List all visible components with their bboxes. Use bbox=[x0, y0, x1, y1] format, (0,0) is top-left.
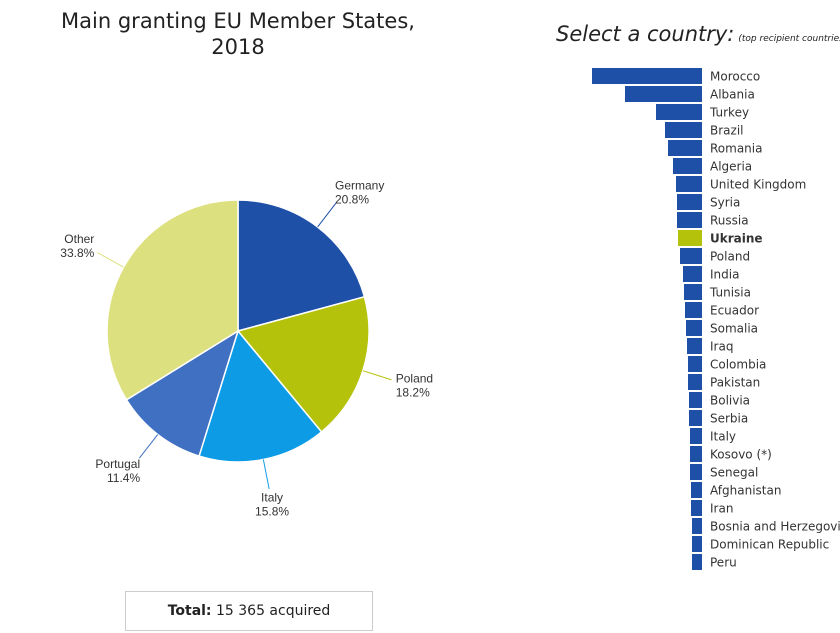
country-label[interactable]: Algeria bbox=[710, 160, 752, 174]
bar bbox=[676, 176, 702, 192]
bar bbox=[686, 320, 702, 336]
slice-value-label: 15.8% bbox=[255, 505, 289, 519]
country-label[interactable]: Syria bbox=[710, 196, 740, 210]
leader-line bbox=[362, 370, 392, 381]
bar bbox=[665, 122, 702, 138]
pie-title: Main granting EU Member States, 2018 bbox=[61, 9, 415, 59]
country-label[interactable]: Turkey bbox=[709, 106, 749, 120]
bar bbox=[690, 428, 702, 444]
bar bbox=[688, 356, 702, 372]
country-label[interactable]: Pakistan bbox=[710, 376, 760, 390]
country-label[interactable]: Morocco bbox=[710, 70, 760, 84]
selector-header: Select a country: (top recipient countrie… bbox=[556, 22, 840, 46]
country-label[interactable]: Serbia bbox=[710, 412, 748, 426]
bar bbox=[684, 284, 702, 300]
bar bbox=[677, 212, 702, 228]
country-label[interactable]: Afghanistan bbox=[710, 484, 781, 498]
country-label[interactable]: Tunisia bbox=[709, 286, 751, 300]
country-label[interactable]: Albania bbox=[710, 88, 755, 102]
country-label[interactable]: Peru bbox=[710, 556, 737, 570]
country-label[interactable]: Iran bbox=[710, 502, 733, 516]
slice-label: Poland bbox=[396, 371, 433, 385]
country-label[interactable]: Romania bbox=[710, 142, 762, 156]
country-label[interactable]: Italy bbox=[710, 430, 736, 444]
country-label[interactable]: Poland bbox=[710, 250, 750, 264]
bar bbox=[592, 68, 702, 84]
slice-label: Other bbox=[64, 232, 94, 246]
bar bbox=[692, 554, 702, 570]
country-label[interactable]: Brazil bbox=[710, 124, 744, 138]
bar bbox=[690, 446, 702, 462]
bar bbox=[625, 86, 702, 102]
country-label[interactable]: Senegal bbox=[710, 466, 758, 480]
bar bbox=[692, 518, 702, 534]
pie-slice bbox=[125, 329, 240, 458]
country-label[interactable]: Dominican Republic bbox=[710, 538, 829, 552]
slice-label: Italy bbox=[261, 491, 283, 505]
slice-value-label: 33.8% bbox=[60, 246, 94, 260]
country-label[interactable]: Bolivia bbox=[710, 394, 750, 408]
country-label[interactable]: Iraq bbox=[710, 340, 733, 354]
leader-line bbox=[138, 434, 159, 459]
leader-line bbox=[97, 252, 124, 268]
bar bbox=[680, 248, 702, 264]
country-label[interactable]: Ecuador bbox=[710, 304, 759, 318]
country-label[interactable]: Russia bbox=[710, 214, 749, 228]
pie-slice bbox=[106, 199, 239, 401]
bar bbox=[678, 230, 702, 246]
slice-label: Germany bbox=[335, 178, 384, 192]
bar bbox=[683, 266, 702, 282]
country-label[interactable]: Bosnia and Herzegovina bbox=[710, 520, 840, 534]
total-label: Total: bbox=[167, 603, 212, 619]
bar bbox=[685, 302, 702, 318]
bar bbox=[689, 410, 702, 426]
country-label[interactable]: Colombia bbox=[710, 358, 766, 372]
bar bbox=[688, 374, 702, 390]
bar bbox=[692, 536, 702, 552]
bar bbox=[668, 140, 702, 156]
bar bbox=[687, 338, 702, 354]
bar bbox=[691, 500, 702, 516]
total-box: Total: 15 365 acquired citizenships bbox=[125, 591, 373, 631]
country-label[interactable]: Somalia bbox=[710, 322, 758, 336]
country-label[interactable]: Ukraine bbox=[710, 232, 763, 246]
bar bbox=[689, 392, 702, 408]
bar bbox=[677, 194, 702, 210]
slice-value-label: 20.8% bbox=[335, 192, 369, 206]
selector-subtitle: (top recipient countries) bbox=[738, 34, 840, 44]
country-label[interactable]: India bbox=[710, 268, 739, 282]
bar bbox=[656, 104, 702, 120]
country-label[interactable]: Kosovo (*) bbox=[710, 448, 772, 462]
total-text: 15 365 acquired citizenships bbox=[216, 603, 331, 619]
bar bbox=[673, 158, 702, 174]
slice-label: Portugal bbox=[95, 457, 140, 471]
country-label[interactable]: United Kingdom bbox=[710, 178, 806, 192]
selector-title: Select a country: bbox=[556, 22, 735, 46]
pie-slice bbox=[237, 199, 366, 332]
bar bbox=[691, 482, 702, 498]
leader-line bbox=[317, 202, 337, 228]
leader-line bbox=[262, 459, 270, 490]
slice-value-label: 11.4% bbox=[107, 471, 140, 485]
bar bbox=[690, 464, 702, 480]
pie-slice bbox=[198, 329, 323, 463]
slice-value-label: 18.2% bbox=[396, 385, 430, 399]
